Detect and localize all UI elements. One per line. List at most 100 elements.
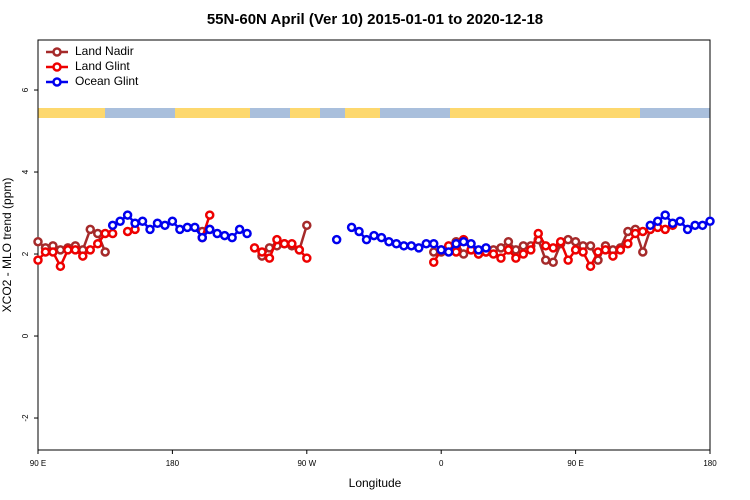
x-tick-label: 90 E [567, 459, 583, 468]
data-point [85, 224, 96, 235]
data-point [122, 210, 133, 220]
x-axis-label: Longitude [349, 476, 402, 490]
data-point [496, 243, 506, 253]
land-strip [38, 108, 710, 118]
data-point [107, 220, 118, 231]
data-point [279, 239, 290, 249]
data-point [302, 220, 312, 231]
data-point [660, 210, 670, 220]
data-point [428, 239, 439, 249]
ocean-strip [320, 108, 345, 118]
data-point [585, 261, 596, 272]
data-point [212, 228, 222, 239]
legend-label: Land Glint [75, 59, 130, 73]
data-point [33, 236, 43, 247]
data-point [540, 255, 551, 265]
data-point [660, 224, 670, 235]
data-point [682, 224, 693, 235]
data-point [548, 243, 558, 253]
data-point [436, 245, 446, 255]
data-point [638, 226, 648, 237]
x-tick-label: 0 [439, 459, 444, 468]
data-point [518, 249, 529, 259]
y-tick-label: 2 [21, 251, 30, 256]
data-point [175, 224, 185, 235]
data-point [55, 261, 66, 272]
data-point [92, 239, 103, 249]
data-point [287, 239, 297, 249]
data-point [182, 222, 193, 233]
data-point [406, 241, 417, 251]
data-point [570, 245, 581, 255]
data-point [167, 216, 178, 226]
data-point [302, 253, 312, 263]
data-point [623, 226, 633, 237]
data-point [608, 251, 618, 261]
data-point [503, 236, 514, 247]
data-point [160, 220, 170, 231]
data-point [414, 243, 424, 253]
data-point [272, 234, 282, 245]
x-tick-label: 180 [703, 459, 717, 468]
y-tick-label: -2 [21, 414, 30, 422]
data-point [511, 245, 521, 255]
data-point [204, 210, 215, 220]
y-tick-label: 4 [21, 169, 30, 174]
data-point [503, 245, 514, 255]
data-point [451, 239, 461, 249]
data-point [204, 224, 215, 235]
data-point [481, 243, 491, 253]
data-point [376, 232, 387, 243]
data-point [638, 247, 648, 257]
data-point [384, 236, 394, 247]
data-point [399, 241, 409, 251]
data-point [264, 253, 275, 263]
ocean-strip [380, 108, 450, 118]
data-point [428, 257, 439, 267]
data-point [100, 228, 110, 239]
data-point [197, 232, 208, 243]
data-point [227, 232, 237, 243]
data-point [242, 228, 252, 239]
data-point [145, 224, 155, 235]
data-point [458, 249, 469, 259]
data-point [563, 255, 573, 265]
data-point [92, 228, 103, 239]
legend-label: Land Nadir [75, 44, 134, 58]
data-point [623, 239, 633, 249]
map-strip [38, 108, 710, 118]
data-point [630, 228, 641, 239]
data-point [645, 220, 656, 231]
data-point [85, 245, 96, 255]
data-point [585, 241, 596, 251]
data-point [70, 245, 81, 255]
data-point [600, 245, 611, 255]
x-tick-label: 90 W [297, 459, 316, 468]
data-point [361, 234, 372, 245]
data-point [190, 222, 200, 233]
data-point [137, 216, 148, 226]
ocean-strip [640, 108, 710, 118]
data-point [257, 247, 267, 257]
data-point [115, 216, 125, 226]
data-point [219, 230, 230, 241]
data-point [533, 228, 544, 239]
legend-marker [52, 77, 62, 87]
data-point [48, 247, 58, 257]
ocean-strip [250, 108, 290, 118]
data-point [63, 245, 73, 255]
data-point [346, 222, 357, 233]
y-axis-label: XCO2 - MLO trend (ppm) [0, 178, 14, 313]
data-point [107, 228, 118, 239]
data-point [354, 226, 364, 237]
data-point [548, 257, 558, 267]
data-point [488, 249, 499, 259]
ocean-strip [105, 108, 175, 118]
data-point [100, 247, 110, 257]
data-point [518, 241, 529, 251]
data-point [667, 218, 678, 229]
data-point [40, 247, 51, 257]
x-tick-label: 180 [166, 459, 180, 468]
data-point [540, 241, 551, 251]
